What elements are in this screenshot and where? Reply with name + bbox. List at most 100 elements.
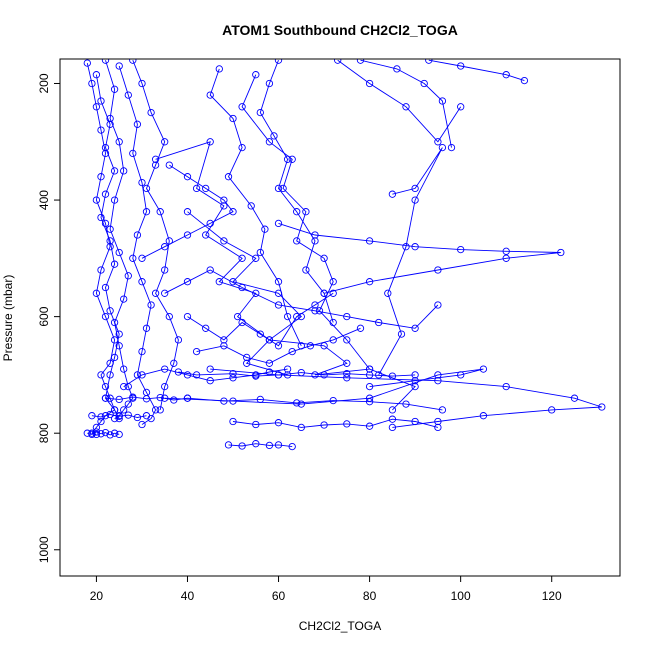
data-point	[252, 440, 260, 448]
data-point	[434, 417, 442, 426]
data-point	[502, 254, 510, 262]
data-point	[88, 430, 96, 439]
data-point	[598, 403, 606, 411]
data-point	[92, 430, 101, 439]
data-point	[106, 371, 114, 379]
data-point	[138, 371, 146, 379]
data-point	[183, 278, 192, 286]
data-point	[274, 184, 283, 193]
data-point	[434, 301, 442, 309]
data-point	[388, 406, 397, 414]
data-point	[502, 247, 510, 255]
data-point	[229, 208, 237, 216]
data-point	[183, 312, 192, 321]
data-point	[274, 301, 283, 309]
series-line	[228, 443, 293, 448]
y-tick-label: 600	[37, 306, 51, 326]
data-point	[252, 420, 260, 429]
series-line	[259, 60, 334, 323]
data-point	[356, 59, 365, 64]
data-point	[388, 372, 397, 380]
data-point	[402, 243, 410, 251]
plot-area	[83, 59, 606, 451]
data-point	[192, 371, 201, 379]
data-point	[288, 347, 296, 356]
data-point	[320, 254, 328, 262]
data-point	[110, 260, 119, 268]
data-point	[151, 289, 160, 297]
data-point	[138, 278, 146, 286]
data-point	[320, 289, 328, 297]
data-point	[293, 312, 301, 321]
data-point	[110, 318, 119, 327]
data-point	[161, 289, 169, 297]
data-point	[192, 347, 201, 356]
data-point	[165, 237, 173, 245]
data-point	[238, 442, 246, 450]
data-point	[479, 365, 488, 373]
data-point	[133, 120, 142, 128]
data-point	[110, 196, 119, 204]
data-point	[161, 138, 169, 146]
series-line	[360, 59, 452, 148]
data-point	[297, 400, 305, 408]
data-point	[388, 423, 397, 432]
data-point	[161, 365, 169, 373]
data-point	[120, 382, 128, 391]
data-point	[425, 59, 433, 64]
data-point	[229, 370, 237, 378]
data-point	[311, 301, 319, 309]
data-point	[343, 374, 351, 382]
series-points	[83, 59, 606, 451]
data-point	[101, 59, 110, 64]
y-axis-label: Pressure (mbar)	[1, 275, 15, 362]
data-point	[147, 301, 155, 309]
data-point	[220, 397, 228, 405]
data-point	[274, 219, 283, 228]
data-point	[365, 398, 374, 406]
data-point	[297, 312, 305, 321]
data-point	[411, 371, 419, 379]
data-point	[297, 342, 305, 350]
data-point	[320, 421, 328, 429]
data-point	[106, 237, 114, 245]
series-line	[164, 368, 484, 405]
data-point	[97, 173, 105, 181]
data-point	[97, 126, 105, 134]
data-point	[238, 254, 246, 262]
data-point	[397, 330, 406, 338]
data-point	[220, 336, 228, 344]
data-point	[92, 423, 101, 432]
data-point	[101, 412, 110, 420]
data-point	[311, 231, 319, 239]
data-point	[365, 278, 374, 286]
data-point	[133, 231, 142, 239]
data-point	[151, 155, 160, 163]
data-point	[274, 419, 283, 427]
data-point	[110, 336, 119, 344]
data-point	[411, 382, 419, 391]
data-point	[365, 382, 374, 391]
data-point	[283, 312, 292, 321]
data-point	[283, 371, 292, 379]
data-point	[261, 225, 269, 233]
data-point	[402, 400, 410, 408]
data-point	[138, 178, 146, 187]
data-point	[306, 342, 315, 350]
data-point	[97, 417, 105, 426]
data-point	[229, 374, 237, 382]
data-point	[238, 103, 246, 111]
data-point	[411, 377, 419, 385]
data-point	[302, 208, 310, 216]
data-point	[97, 371, 105, 379]
data-point	[151, 161, 160, 169]
data-point	[215, 65, 223, 73]
data-point	[252, 254, 260, 262]
data-point	[265, 441, 274, 450]
data-point	[375, 371, 383, 379]
data-point	[110, 85, 119, 93]
data-point	[479, 412, 488, 420]
data-point	[183, 394, 192, 402]
data-point	[343, 359, 351, 367]
data-point	[165, 161, 173, 169]
